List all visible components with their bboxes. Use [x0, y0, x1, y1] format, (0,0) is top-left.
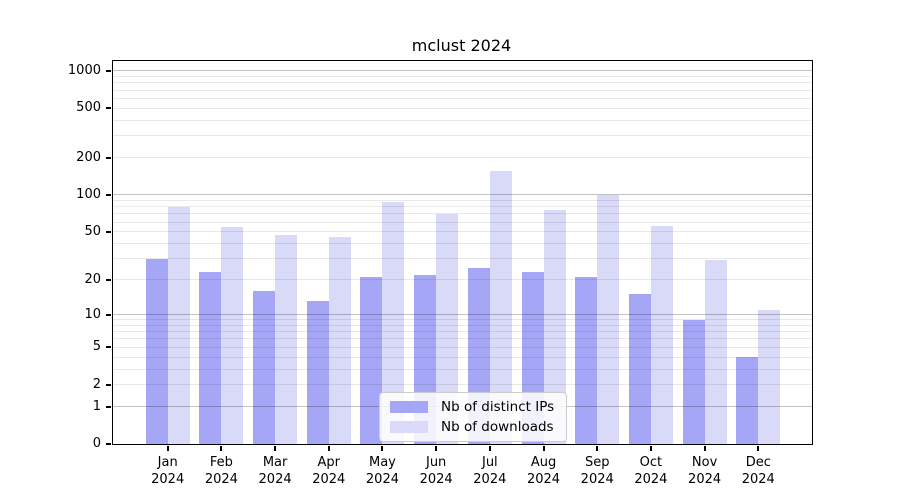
y-tick-label-1000: 1000	[67, 62, 101, 78]
y-tick-100	[106, 193, 111, 196]
x-tick-jun	[435, 445, 438, 451]
bar-distinct-ips-may	[360, 277, 383, 444]
x-tick-label-may: May 2024	[365, 455, 399, 487]
y-tick-500	[106, 107, 111, 110]
legend-item-downloads: Nb of downloads	[390, 418, 554, 435]
minor-gridline-60	[113, 221, 812, 223]
x-tick-nov	[703, 445, 706, 451]
y-tick-50	[106, 230, 111, 233]
legend-label-downloads: Nb of downloads	[441, 418, 554, 435]
bar-downloads-mar	[275, 234, 298, 444]
legend-swatch-distinct-ips	[390, 400, 428, 413]
chart-title: mclust 2024	[411, 36, 512, 55]
x-tick-jan	[166, 445, 169, 451]
y-tick-20	[106, 278, 111, 281]
y-tick-0	[106, 443, 111, 445]
bar-downloads-apr	[328, 237, 351, 444]
minor-gridline-400	[113, 119, 812, 121]
x-tick-label-aug: Aug 2024	[526, 455, 561, 487]
x-tick-oct	[649, 445, 652, 451]
bar-downloads-jul	[489, 170, 512, 444]
bar-distinct-ips-dec	[736, 357, 759, 444]
y-tick-label-1: 1	[92, 398, 101, 414]
y-tick-label-50: 50	[84, 223, 101, 239]
y-tick-label-2: 2	[92, 376, 101, 392]
x-tick-label-jul: Jul 2024	[473, 455, 507, 487]
x-tick-label-mar: Mar 2024	[258, 455, 292, 487]
y-tick-label-100: 100	[76, 186, 101, 202]
x-tick-aug	[542, 445, 545, 451]
minor-gridline-500	[113, 107, 812, 109]
x-tick-may	[381, 445, 384, 451]
bar-distinct-ips-mar	[253, 291, 276, 444]
y-tick-label-500: 500	[76, 100, 101, 116]
minor-gridline-80	[113, 206, 812, 208]
bar-downloads-nov	[704, 260, 727, 444]
minor-gridline-40	[113, 242, 812, 244]
minor-gridline-50	[113, 231, 812, 233]
minor-gridline-200	[113, 157, 812, 159]
bar-distinct-ips-feb	[199, 272, 222, 444]
x-tick-jul	[488, 445, 491, 451]
x-tick-feb	[220, 445, 223, 451]
bar-distinct-ips-oct	[628, 294, 651, 444]
x-tick-mar	[274, 445, 277, 451]
y-tick-label-5: 5	[92, 339, 101, 355]
x-tick-label-feb: Feb 2024	[204, 455, 238, 487]
x-tick-label-sep: Sep 2024	[580, 455, 614, 487]
bar-downloads-jan	[167, 206, 190, 444]
minor-gridline-30	[113, 258, 812, 260]
bar-downloads-jun	[436, 213, 459, 444]
x-tick-label-jan: Jan 2024	[151, 455, 185, 487]
minor-gridline-300	[113, 135, 812, 137]
y-tick-1	[106, 405, 111, 408]
x-tick-dec	[757, 445, 760, 451]
x-tick-label-oct: Oct 2024	[634, 455, 668, 487]
bar-distinct-ips-nov	[682, 319, 705, 444]
plot-area: Nb of distinct IPs Nb of downloads 1000 5…	[68, 60, 813, 487]
legend: Nb of distinct IPs Nb of downloads	[379, 392, 568, 442]
minor-gridline-70	[113, 213, 812, 215]
bar-downloads-dec	[758, 309, 781, 444]
y-tick-10	[106, 313, 111, 316]
bar-downloads-oct	[650, 225, 673, 444]
bar-distinct-ips-apr	[306, 301, 329, 444]
minor-gridline-90	[113, 199, 812, 201]
x-tick-label-dec: Dec 2024	[741, 455, 775, 487]
x-tick-apr	[327, 445, 330, 451]
minor-gridline-700	[113, 89, 812, 91]
bar-distinct-ips-sep	[575, 277, 598, 444]
minor-gridline-900	[113, 76, 812, 78]
y-tick-2	[106, 383, 111, 386]
bar-downloads-sep	[597, 194, 620, 444]
y-tick-1000	[106, 69, 111, 72]
y-tick-label-0: 0	[92, 436, 101, 451]
minor-gridline-800	[113, 82, 812, 84]
x-tick-sep	[596, 445, 599, 451]
x-tick-label-jun: Jun 2024	[419, 455, 453, 487]
y-tick-label-200: 200	[76, 149, 101, 165]
y-tick-label-20: 20	[84, 271, 101, 287]
y-tick-200	[106, 156, 111, 159]
bar-downloads-feb	[221, 226, 244, 444]
legend-label-distinct-ips: Nb of distinct IPs	[441, 398, 555, 415]
bar-downloads-may	[382, 202, 405, 444]
x-tick-label-nov: Nov 2024	[688, 455, 722, 487]
major-gridline-1000	[113, 70, 812, 72]
bar-downloads-aug	[543, 210, 566, 444]
legend-swatch-downloads	[390, 420, 428, 433]
x-tick-label-apr: Apr 2024	[312, 455, 346, 487]
y-tick-5	[106, 346, 111, 349]
major-gridline-100	[113, 194, 812, 196]
minor-gridline-600	[113, 97, 812, 99]
legend-item-distinct-ips: Nb of distinct IPs	[390, 398, 554, 415]
bar-distinct-ips-jan	[145, 258, 168, 444]
y-tick-label-10: 10	[84, 306, 101, 322]
